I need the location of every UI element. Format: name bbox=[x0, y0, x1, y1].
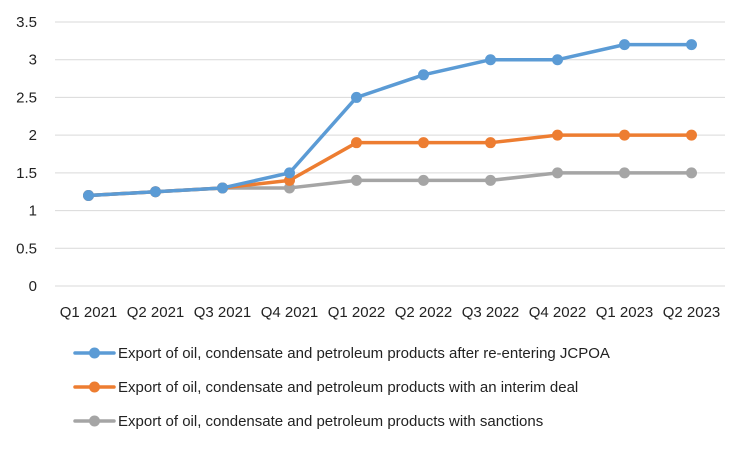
data-point bbox=[552, 129, 563, 141]
legend-entry: Export of oil, condensate and petroleum … bbox=[73, 345, 610, 362]
data-point bbox=[619, 39, 630, 51]
data-point bbox=[351, 91, 362, 103]
y-tick-label: 1 bbox=[29, 203, 37, 220]
data-point bbox=[217, 182, 228, 194]
data-point bbox=[418, 137, 429, 149]
y-tick-label: 0.5 bbox=[16, 240, 37, 257]
series-lines bbox=[83, 39, 697, 201]
series-line bbox=[86, 133, 694, 198]
y-tick-label: 2.5 bbox=[16, 89, 37, 106]
legend-label: Export of oil, condensate and petroleum … bbox=[118, 379, 578, 396]
data-point bbox=[619, 129, 630, 141]
data-point bbox=[83, 189, 94, 201]
data-point bbox=[686, 39, 697, 51]
x-tick-label: Q1 2021 bbox=[60, 304, 118, 321]
legend-swatch-marker bbox=[89, 347, 100, 359]
x-tick-label: Q1 2022 bbox=[328, 304, 386, 321]
legend: Export of oil, condensate and petroleum … bbox=[73, 345, 610, 430]
data-point bbox=[351, 137, 362, 149]
data-point bbox=[485, 174, 496, 186]
y-tick-label: 0 bbox=[29, 278, 37, 295]
data-point bbox=[485, 137, 496, 149]
data-point bbox=[418, 69, 429, 81]
legend-entry: Export of oil, condensate and petroleum … bbox=[73, 379, 578, 396]
legend-swatch-marker bbox=[89, 415, 100, 427]
data-point bbox=[686, 129, 697, 141]
x-axis-ticks: Q1 2021 Q2 2021 Q3 2021 Q4 2021 Q1 2022 Q2 20… bbox=[60, 304, 721, 321]
data-point bbox=[619, 167, 630, 179]
data-point bbox=[418, 174, 429, 186]
legend-swatch-marker bbox=[89, 381, 100, 393]
data-point bbox=[351, 174, 362, 186]
y-tick-label: 1.5 bbox=[16, 165, 37, 182]
data-point bbox=[150, 186, 161, 198]
data-point bbox=[284, 182, 295, 194]
data-point bbox=[686, 167, 697, 179]
x-tick-label: Q1 2023 bbox=[596, 304, 654, 321]
y-axis-ticks: 0 0.5 1 1.5 2 2.5 3 3.5 bbox=[16, 14, 37, 295]
legend-label: Export of oil, condensate and petroleum … bbox=[118, 413, 543, 430]
y-tick-label: 2 bbox=[29, 127, 37, 144]
x-tick-label: Q2 2021 bbox=[127, 304, 185, 321]
legend-label: Export of oil, condensate and petroleum … bbox=[118, 345, 610, 362]
y-tick-label: 3.5 bbox=[16, 14, 37, 31]
data-point bbox=[552, 167, 563, 179]
x-tick-label: Q2 2022 bbox=[395, 304, 453, 321]
y-tick-label: 3 bbox=[29, 52, 37, 69]
data-point bbox=[552, 54, 563, 66]
gridlines bbox=[55, 21, 725, 287]
data-point bbox=[485, 54, 496, 66]
data-point bbox=[284, 174, 295, 186]
legend-entry: Export of oil, condensate and petroleum … bbox=[73, 413, 543, 430]
x-tick-label: Q4 2022 bbox=[529, 304, 587, 321]
data-point bbox=[284, 167, 295, 179]
series-line bbox=[86, 42, 694, 198]
x-tick-label: Q4 2021 bbox=[261, 304, 319, 321]
x-tick-label: Q3 2021 bbox=[194, 304, 252, 321]
x-tick-label: Q2 2023 bbox=[663, 304, 721, 321]
x-tick-label: Q3 2022 bbox=[462, 304, 520, 321]
